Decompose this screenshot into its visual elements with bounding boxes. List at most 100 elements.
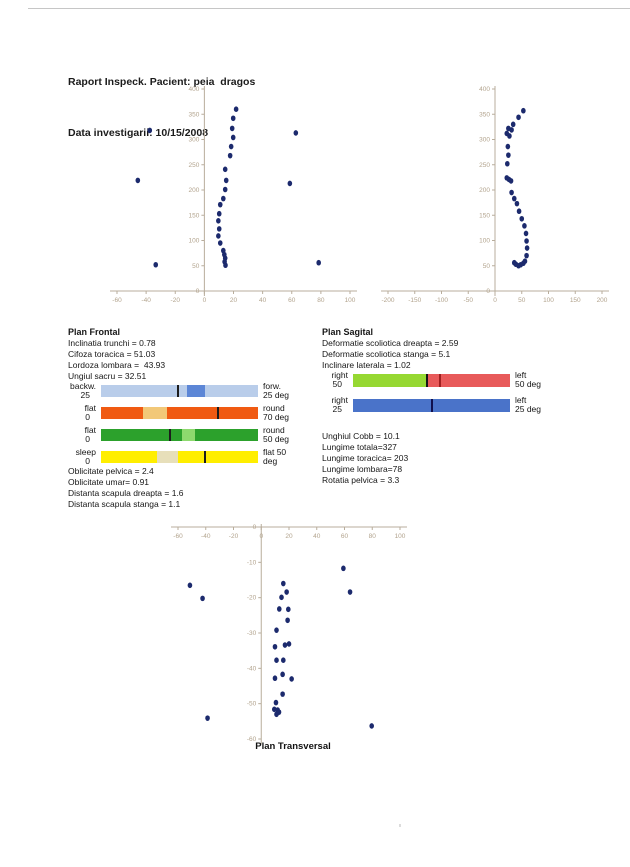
y-tick-label: 350 — [479, 111, 490, 118]
x-tick-label: -50 — [464, 297, 474, 304]
y-tick-label: 200 — [189, 187, 200, 194]
data-point — [369, 723, 374, 729]
data-point — [523, 230, 529, 237]
stat-line: Ungiul sacru = 32.51 — [68, 371, 147, 381]
y-tick-label: 50 — [483, 263, 491, 270]
data-point — [511, 259, 517, 266]
data-point — [233, 106, 239, 112]
y-tick-label: 100 — [189, 238, 200, 245]
bar-right-label: flat 50 deg — [263, 446, 287, 467]
report-date: Data investigarii: 10/15/2008 — [68, 127, 209, 139]
bar-right-label-line: deg — [263, 456, 278, 466]
data-point — [230, 134, 236, 141]
data-point — [205, 715, 210, 721]
stat-line: Deformatie scoliotica dreapta = 2.59 — [322, 338, 459, 348]
data-point — [524, 245, 530, 251]
scan-artifact-speck — [399, 824, 401, 827]
x-tick-label: 200 — [597, 297, 608, 304]
bar-right-label-line: left — [515, 369, 527, 380]
bar-left-label: flat 0 — [58, 425, 96, 445]
data-point — [216, 218, 221, 224]
x-tick-label: 100 — [345, 297, 356, 304]
data-point — [200, 595, 205, 602]
y-tick-label: 400 — [479, 86, 490, 93]
y-tick-label: 250 — [479, 162, 490, 169]
bar-left-label-line: backw. — [70, 380, 96, 391]
x-tick-label: 20 — [230, 297, 238, 304]
bar-value-tick — [430, 398, 433, 412]
bar-row: right 50 left 50 deg — [318, 370, 583, 390]
x-tick-label: 40 — [259, 297, 267, 304]
data-point — [281, 657, 286, 664]
data-point — [524, 252, 529, 259]
y-tick-label: -30 — [247, 630, 257, 637]
data-point — [272, 675, 278, 682]
stat-line: Oblicitate umar= 0.91 — [68, 477, 150, 487]
data-point — [153, 261, 159, 268]
y-tick-label: 350 — [189, 111, 200, 118]
data-point — [521, 107, 526, 114]
bar-left-label-line: right — [331, 369, 348, 380]
x-tick-label: 0 — [259, 533, 263, 540]
y-tick-label: 150 — [189, 212, 200, 219]
data-point — [341, 565, 346, 572]
plan-frontal-title: Plan Frontal — [68, 327, 121, 337]
y-tick-label: -10 — [247, 559, 257, 566]
sagittal-plane-chart: -200 -150 -100 -50 0 50 100 150 200 0 50 100 150 200 2… — [381, 86, 609, 304]
y-tick-label: -20 — [247, 595, 257, 602]
bar-value-tick — [203, 451, 206, 463]
stat-line: Lordoza lombara = 43.93 — [68, 360, 166, 370]
x-tick-label: -20 — [229, 533, 239, 540]
bar-value-tick — [169, 429, 172, 441]
data-point — [216, 210, 222, 217]
bar-right-label: round 70 deg — [263, 403, 289, 423]
x-tick-label: -60 — [112, 297, 122, 304]
x-tick-label: 60 — [341, 533, 349, 540]
bar-left-label-line: right — [331, 394, 348, 405]
data-point — [227, 152, 233, 159]
scan-artifact-line — [28, 8, 630, 9]
bar-value-tick — [176, 385, 179, 397]
stat-line: Lungime toracica= 203 — [322, 453, 409, 463]
data-point — [347, 589, 353, 595]
bar-left-label-line: 25 — [332, 404, 342, 414]
sagital-measure-bars: right 50 left 50 deg right 25 left 25 deg — [318, 370, 583, 420]
bar-row: flat 0 round 50 deg — [58, 425, 318, 445]
bar-left-label-line: 0 — [85, 412, 90, 422]
x-tick-label: -20 — [171, 297, 181, 304]
data-point — [509, 127, 514, 133]
data-point — [216, 233, 221, 239]
data-point — [280, 691, 285, 697]
bar-left-label-line: sleep — [75, 446, 96, 457]
frontal-stats-below: Oblicitate pelvica = 2.4 Oblicitate umar… — [68, 466, 184, 510]
x-tick-label: 40 — [313, 533, 321, 540]
data-point — [287, 180, 293, 187]
data-point — [510, 121, 516, 128]
data-point — [519, 215, 525, 222]
stat-line: Distanta scapula stanga = 1.1 — [68, 499, 181, 509]
bar-row: sleep 0 flat 50 deg — [58, 447, 318, 467]
bar-left-label-line: 50 — [332, 379, 342, 389]
bar-left-label-line: 25 — [80, 390, 90, 400]
bar-row: right 25 left 25 deg — [318, 395, 583, 415]
stat-line: Lungime totala=327 — [322, 442, 397, 452]
bar-right-label-line: 70 deg — [263, 412, 289, 422]
stat-line: Rotatia pelvica = 3.3 — [322, 475, 400, 485]
bar-track — [101, 429, 258, 441]
bar-right-label-line: 50 deg — [515, 379, 541, 389]
bar-segment — [156, 451, 178, 463]
x-tick-label: 100 — [543, 297, 554, 304]
y-tick-label: 0 — [196, 288, 200, 295]
bar-right-label: forw. 25 deg — [263, 381, 289, 401]
sagital-stats-below: Unghiul Cobb = 10.1 Lungime totala=327 L… — [322, 431, 408, 486]
data-point — [147, 127, 153, 134]
y-tick-label: -60 — [247, 736, 257, 743]
bar-track — [353, 373, 510, 387]
data-point — [222, 186, 228, 193]
data-point — [274, 627, 279, 633]
bar-right-label-line: flat 50 — [263, 446, 287, 457]
x-tick-label: -40 — [201, 533, 211, 540]
y-tick-label: 400 — [189, 86, 200, 93]
x-tick-label: -200 — [381, 297, 394, 304]
bar-right-label-line: 25 deg — [263, 390, 289, 400]
